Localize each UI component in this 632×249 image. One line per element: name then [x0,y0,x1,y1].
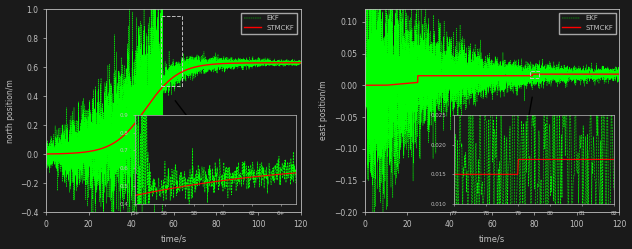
X-axis label: time/s: time/s [479,235,505,244]
EKF [295,61,303,63]
STMCKF [614,73,621,76]
Line: STMCKF: STMCKF [365,74,619,85]
Line: EKF: EKF [365,0,619,241]
STMCKF [138,112,146,115]
EKF [423,90,430,93]
STMCKF [297,61,305,64]
EKF [420,122,428,124]
Y-axis label: north position/m: north position/m [6,79,15,142]
STMCKF [528,73,536,76]
STMCKF [361,84,368,87]
EKF [42,149,50,152]
Line: EKF: EKF [46,0,301,240]
EKF [369,239,377,242]
EKF [422,104,429,107]
STMCKF [157,88,164,91]
EKF [475,68,483,71]
Y-axis label: east position/m: east position/m [319,81,328,140]
STMCKF [295,61,303,64]
STMCKF [422,74,429,77]
EKF [128,239,136,242]
STMCKF [616,73,623,76]
EKF [103,202,111,205]
EKF [361,98,368,101]
STMCKF [104,145,112,148]
STMCKF [420,74,428,77]
STMCKF [457,74,465,77]
Legend: EKF, STMCKF: EKF, STMCKF [241,12,297,34]
Line: STMCKF: STMCKF [46,63,301,154]
STMCKF [475,74,483,77]
EKF [297,62,305,65]
Legend: EKF, STMCKF: EKF, STMCKF [559,12,616,34]
STMCKF [42,152,50,155]
EKF [616,75,623,78]
X-axis label: time/s: time/s [161,235,186,244]
EKF [614,81,621,84]
STMCKF [102,146,109,149]
EKF [138,53,146,56]
EKF [157,134,164,137]
EKF [104,120,112,123]
EKF [457,75,465,78]
STMCKF [103,145,111,148]
EKF [102,140,109,143]
STMCKF [423,74,430,77]
